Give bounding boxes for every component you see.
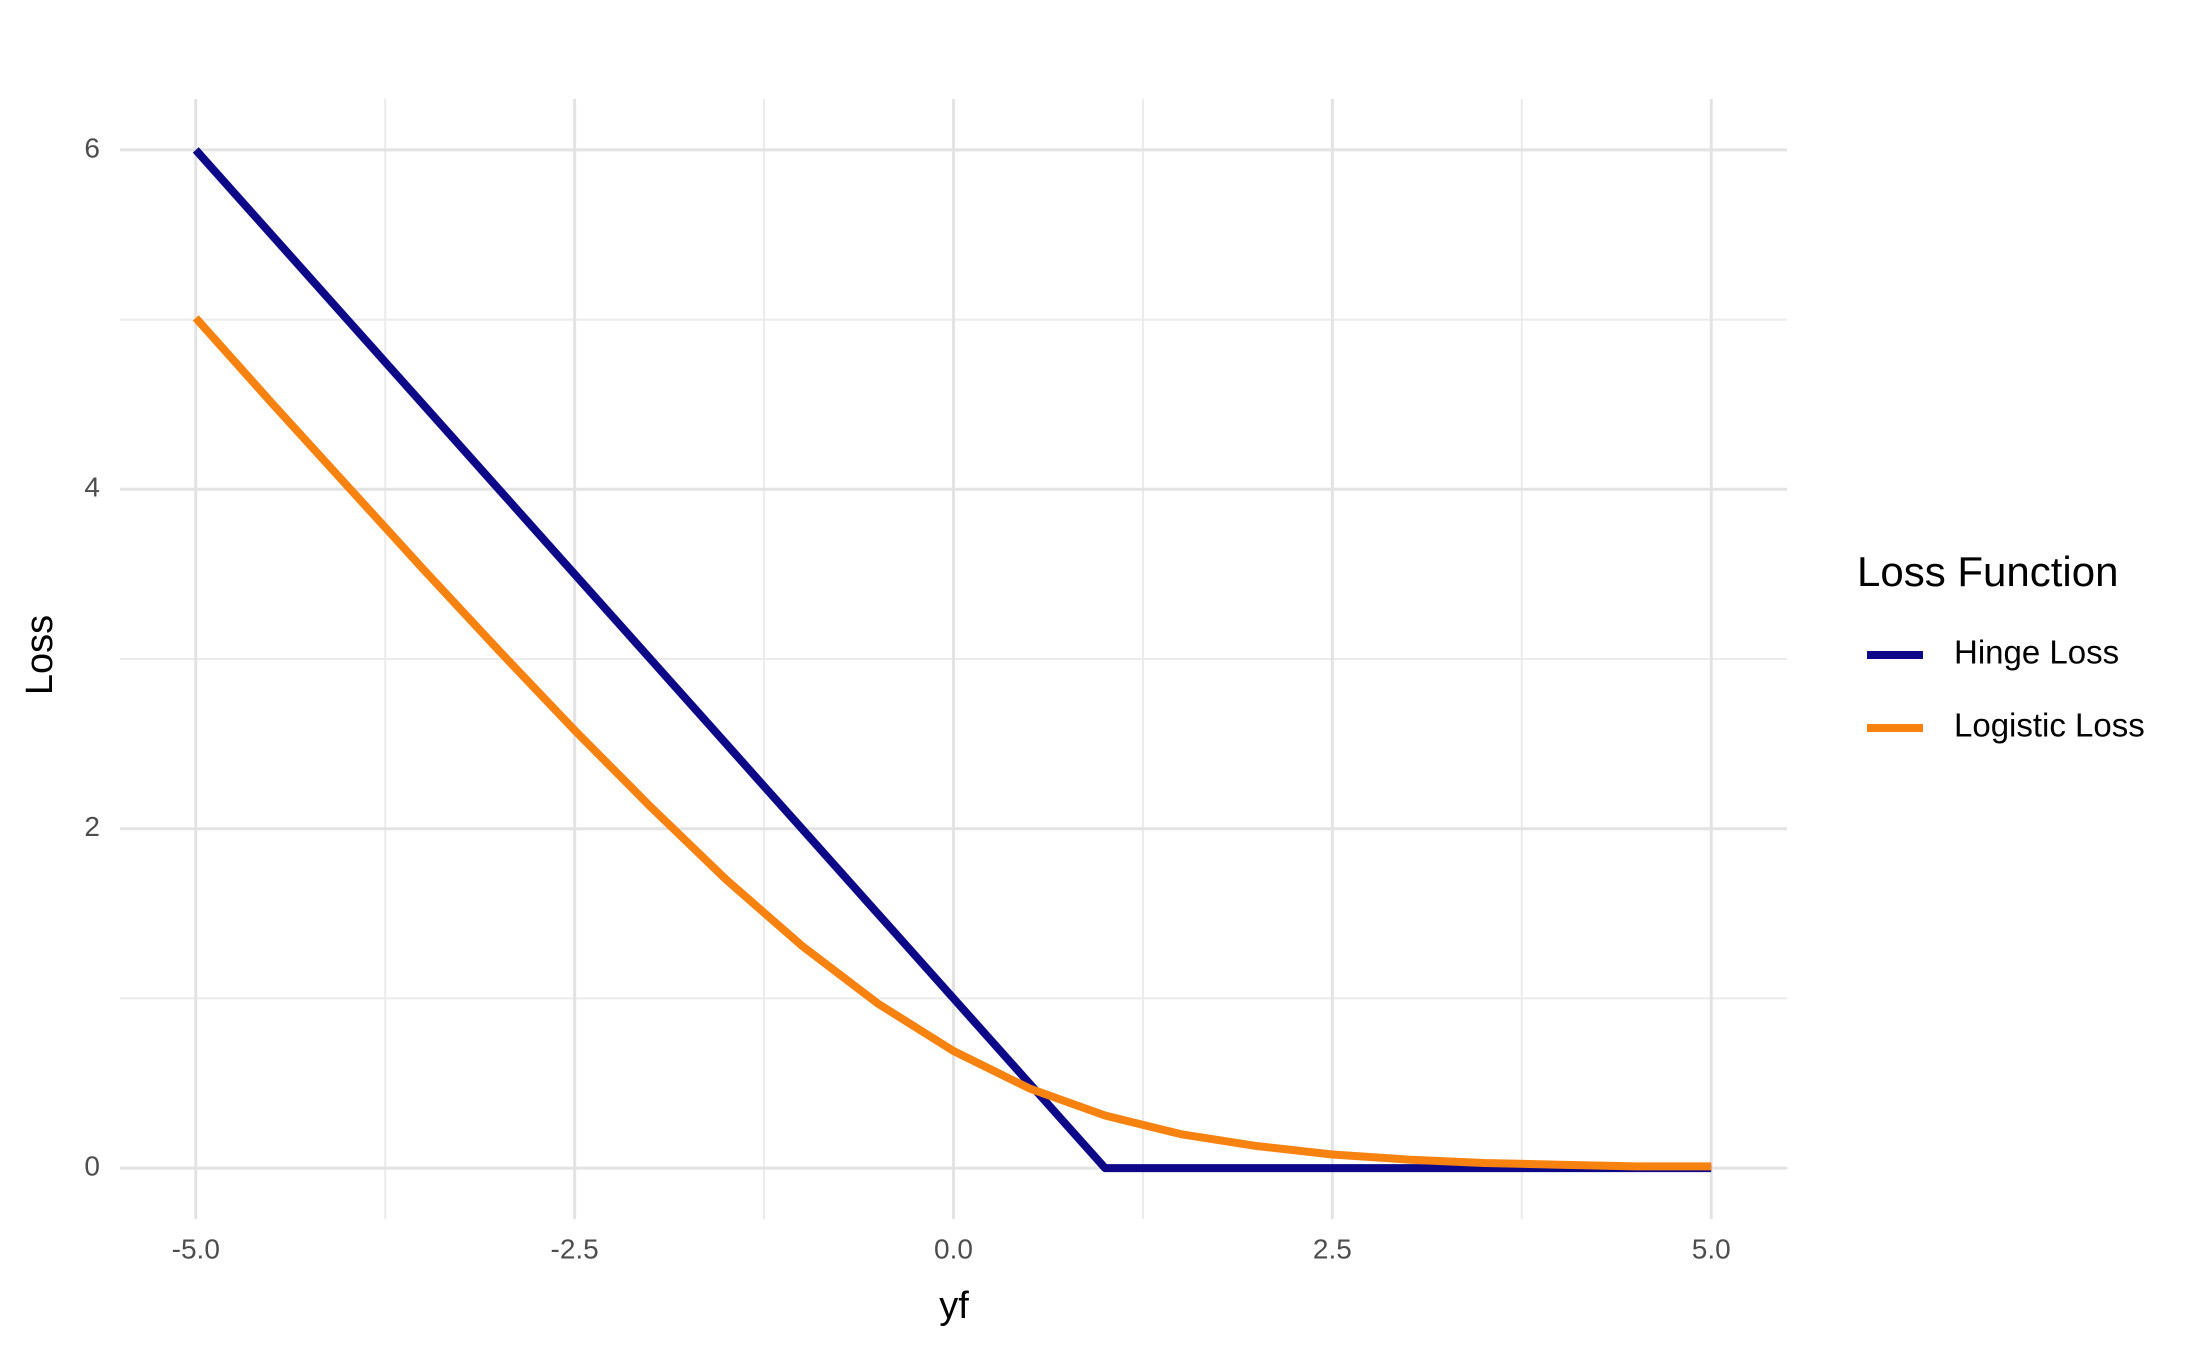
lines (192, 147, 1712, 1173)
y-tick-label: 2 (84, 811, 100, 842)
x-tick-label: 0.0 (934, 1233, 973, 1264)
x-axis-title: yf (939, 1285, 969, 1327)
x-tick-label: -2.5 (551, 1233, 599, 1264)
x-tick-label: 2.5 (1313, 1233, 1352, 1264)
legend-label: Logistic Loss (1954, 707, 2145, 744)
x-tick-label: -5.0 (172, 1233, 220, 1264)
y-tick-label: 4 (84, 472, 100, 503)
line-series (192, 147, 1712, 1173)
legend-label: Hinge Loss (1954, 634, 2119, 671)
line-series (192, 315, 1712, 1171)
legend-title: Loss Function (1857, 548, 2118, 595)
x-tick-label: 5.0 (1692, 1233, 1731, 1264)
y-tick-label: 6 (84, 132, 100, 163)
y-axis-title: Loss (19, 615, 61, 695)
y-tick-label: 0 (84, 1150, 100, 1181)
